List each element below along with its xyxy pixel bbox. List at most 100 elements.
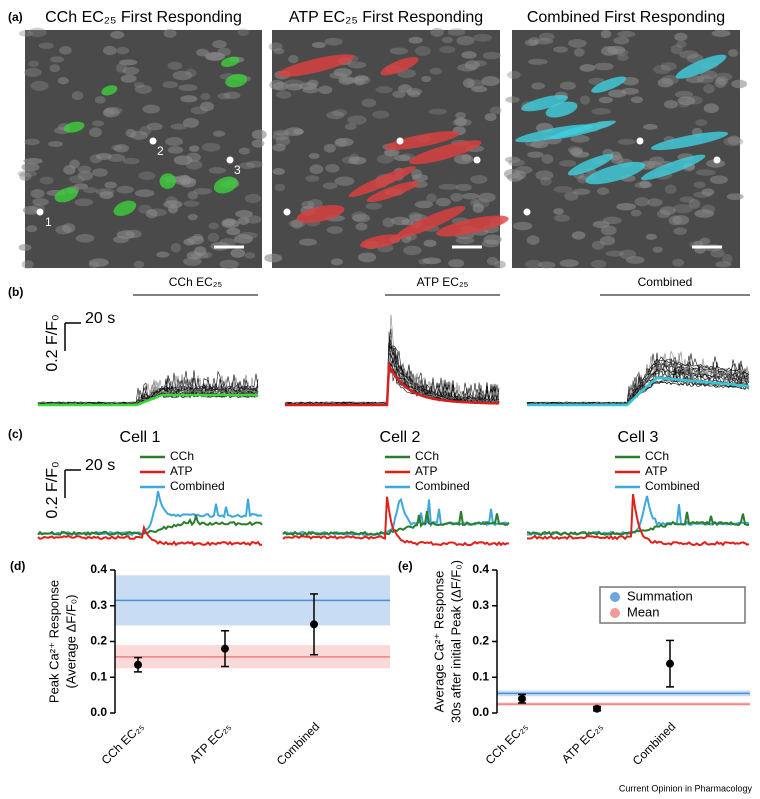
cell-texture (251, 129, 267, 140)
cell-texture (273, 48, 285, 55)
cell-texture (18, 30, 34, 37)
legend-label: ATP (645, 464, 667, 478)
cell-texture (274, 183, 286, 192)
cell-marker (149, 137, 157, 145)
cell-texture (187, 235, 204, 245)
cell-texture (675, 90, 693, 98)
y-tick-label: 0.4 (472, 562, 489, 576)
cell-texture (513, 170, 526, 180)
cell-texture (722, 254, 733, 264)
cell-texture (21, 162, 40, 172)
legend-marker (610, 592, 620, 602)
responding-cell (585, 161, 646, 185)
cell-texture (507, 70, 521, 79)
cell-texture (538, 261, 556, 269)
cell-texture (567, 39, 587, 48)
cell-texture (414, 200, 434, 209)
cell-texture (333, 67, 353, 77)
cell-texture (22, 205, 39, 215)
cell-texture (167, 146, 184, 154)
cell-texture (244, 193, 262, 204)
cell-texture (24, 67, 42, 77)
cell-texture (334, 176, 355, 186)
cell-texture (455, 183, 472, 191)
cell-texture (572, 188, 591, 195)
legend-label: CCh (415, 449, 439, 463)
cell-texture (372, 110, 390, 119)
cell-texture (672, 258, 685, 267)
cell-texture (89, 154, 102, 164)
cell-trace (284, 358, 500, 406)
responding-cell (567, 153, 614, 176)
cell-texture (579, 64, 596, 72)
cell-texture (165, 196, 178, 206)
cell-texture (646, 161, 662, 169)
data-point (593, 704, 601, 713)
cell-texture (679, 196, 695, 203)
legend-label: Mean (627, 604, 660, 619)
cell-texture (95, 152, 112, 160)
cell-texture (647, 198, 663, 207)
y-tick-label: 0.1 (472, 669, 489, 683)
cell-texture (711, 29, 731, 37)
cell-texture (237, 216, 250, 225)
cell-trace (37, 490, 263, 537)
cell-texture (454, 117, 467, 126)
cell-texture (330, 258, 343, 266)
cell-texture (527, 151, 544, 158)
cell-texture (677, 96, 696, 106)
cell-texture (643, 123, 658, 130)
cell-texture (193, 187, 213, 195)
y-tick-label: 0.4 (90, 562, 107, 576)
y-tick-label: 0.3 (90, 598, 107, 612)
image-title: ATP EC₂₅ First Responding (289, 9, 483, 26)
cell-texture (201, 142, 221, 152)
cell-texture (484, 113, 497, 122)
cell-texture (146, 122, 163, 131)
cell-texture (75, 233, 95, 243)
cell-texture (426, 193, 437, 203)
cell-texture (393, 154, 411, 162)
cell-texture (167, 204, 179, 214)
cell-texture (461, 192, 480, 200)
cell-trace (284, 347, 500, 406)
cell-texture (309, 164, 324, 175)
cell-texture (700, 70, 718, 80)
cell-texture (463, 78, 475, 88)
cell-texture (21, 260, 34, 269)
cell-texture (28, 60, 40, 68)
cell-texture (354, 75, 369, 82)
cell-texture (679, 50, 699, 59)
cell-texture (617, 138, 636, 145)
cell-texture (223, 91, 241, 100)
cell-texture (237, 28, 249, 37)
cell-texture (407, 90, 421, 98)
cell-texture (200, 101, 215, 112)
cell-texture (268, 42, 283, 52)
responding-cell (591, 76, 627, 93)
cell-marker (36, 208, 44, 216)
cell-texture (28, 27, 47, 38)
cell-texture (507, 159, 525, 167)
cell-texture (167, 61, 183, 70)
cell-texture (448, 259, 465, 268)
cell-texture (439, 46, 456, 54)
cell-texture (389, 47, 409, 55)
cell-texture (429, 67, 442, 75)
legend-label: ATP (415, 464, 437, 478)
scale-amplitude: 0.2 F/F₀ (44, 461, 61, 518)
cell-texture (156, 251, 170, 258)
cell-texture (103, 45, 117, 56)
cell-texture (383, 148, 400, 157)
mean-trace (38, 393, 258, 407)
cell-texture (138, 171, 156, 181)
cell-texture (107, 153, 126, 162)
cell-texture (361, 98, 377, 108)
cell-texture (408, 36, 423, 44)
cell-texture (145, 209, 158, 219)
cell-texture (676, 40, 687, 49)
cell-texture (226, 227, 241, 236)
cell-texture (119, 59, 138, 66)
cell-texture (331, 109, 348, 117)
